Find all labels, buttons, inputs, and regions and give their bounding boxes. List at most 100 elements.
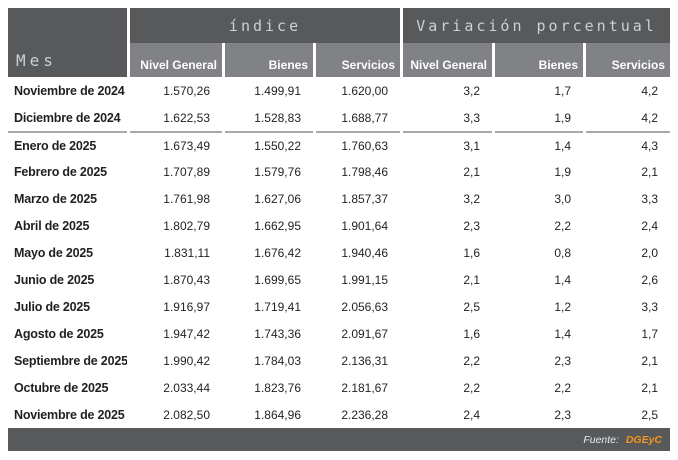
variation-value: 2,5 [463, 299, 481, 314]
index-value: 2.136,31 [341, 353, 389, 368]
variation-value: 2,3 [554, 353, 572, 368]
variation-value: 3,0 [554, 191, 572, 206]
index-value: 2.091,67 [341, 326, 389, 341]
month-label: Octubre de 2025 [14, 380, 109, 395]
table-row: Septiembre de 2025 1.990,42 1.784,03 2.136,… [8, 347, 670, 374]
variation-value: 4,2 [641, 83, 659, 98]
variation-value: 2,2 [554, 218, 572, 233]
index-value: 1.699,65 [254, 272, 301, 287]
variation-value: 2,1 [463, 164, 481, 179]
variation-value: 2,0 [641, 245, 659, 260]
column-header-indice-servicios: Servicios [316, 43, 401, 77]
variation-value: 4,3 [586, 131, 671, 158]
index-value: 1.990,42 [163, 353, 210, 368]
month-label: Junio de 2025 [14, 272, 95, 287]
variation-value: 3,2 [463, 191, 481, 206]
variation-value: 1,9 [554, 110, 572, 125]
source-bar: Fuente: DGEyC [8, 428, 671, 451]
month-label: Agosto de 2025 [14, 326, 104, 341]
variation-value: 2,5 [641, 407, 659, 422]
column-header-indice-nivel-general: Nivel General [130, 43, 222, 77]
table-row: Junio de 2025 1.870,43 1.699,65 1.991,15 2,1… [8, 266, 670, 293]
variation-value: 1,4 [554, 326, 572, 341]
index-value: 1.528,83 [254, 110, 301, 125]
variation-value: 1,7 [554, 83, 572, 98]
variation-value: 0,8 [554, 245, 572, 260]
table-row: Enero de 2025 1.673,49 1.550,22 1.760,63 3,1… [8, 131, 671, 158]
index-value: 1.743,36 [254, 326, 301, 341]
variation-value: 2,4 [463, 407, 481, 422]
month-label: Enero de 2025 [8, 131, 127, 158]
index-value: 1.662,95 [254, 218, 301, 233]
variation-value: 2,2 [554, 380, 572, 395]
table-row: Octubre de 2025 2.033,44 1.823,76 2.181,67 2… [8, 374, 670, 401]
variation-value: 2,3 [554, 407, 572, 422]
index-value: 1.802,79 [163, 218, 210, 233]
price-index-table: Mes índice Variación porcentual Nivel Ge… [5, 8, 673, 451]
table-row: Mayo de 2025 1.831,11 1.676,42 1.940,46 1,6 0… [8, 239, 670, 266]
variation-value: 3,3 [641, 299, 659, 314]
variation-value: 1,2 [554, 299, 572, 314]
index-value: 1.940,46 [341, 245, 389, 260]
column-header-variacion-bienes: Bienes [495, 43, 584, 77]
variation-value: 2,1 [641, 353, 659, 368]
variation-value: 1,7 [641, 326, 659, 341]
index-value: 1.760,63 [316, 131, 401, 158]
variation-value: 3,3 [641, 191, 659, 206]
variation-value: 4,2 [641, 110, 659, 125]
index-value: 1.570,26 [163, 83, 210, 98]
index-value: 2.056,63 [341, 299, 389, 314]
index-value: 1.991,15 [341, 272, 389, 287]
variation-value: 2,1 [641, 380, 659, 395]
column-header-indice-bienes: Bienes [225, 43, 313, 77]
month-label: Febrero de 2025 [14, 164, 107, 179]
table-row: Noviembre de 2024 1.570,26 1.499,91 1.620,0… [8, 77, 670, 104]
month-label: Septiembre de 2025 [14, 353, 127, 368]
variation-value: 2,2 [463, 353, 481, 368]
month-label: Julio de 2025 [14, 299, 90, 314]
variation-value: 1,9 [554, 164, 572, 179]
column-group-variacion-porcentual: Variación porcentual [403, 8, 671, 43]
header-group-row: Mes índice Variación porcentual [8, 8, 671, 77]
variation-value: 3,2 [463, 83, 481, 98]
table-body: Noviembre de 2024 1.570,26 1.499,91 1.620,0… [8, 77, 671, 428]
index-value: 1.550,22 [225, 131, 313, 158]
index-value: 1.676,42 [254, 245, 301, 260]
index-value: 1.688,77 [341, 110, 389, 125]
column-header-variacion-nivel-general: Nivel General [403, 43, 493, 77]
index-value: 1.823,76 [254, 380, 301, 395]
month-label: Noviembre de 2024 [14, 83, 125, 98]
variation-value: 1,6 [463, 245, 481, 260]
variation-value: 1,4 [554, 272, 572, 287]
variation-value: 1,6 [463, 326, 481, 341]
source-name: DGEyC [625, 433, 663, 446]
index-value: 1.579,76 [254, 164, 301, 179]
table-row: Agosto de 2025 1.947,42 1.743,36 2.091,67 1,… [8, 320, 670, 347]
index-value: 1.798,46 [341, 164, 389, 179]
index-value: 1.707,89 [163, 164, 210, 179]
month-label: Noviembre de 2025 [14, 407, 125, 422]
index-value: 1.947,42 [163, 326, 210, 341]
index-value: 2.236,28 [341, 407, 389, 422]
variation-value: 2,2 [463, 380, 481, 395]
variation-value: 2,1 [463, 272, 481, 287]
index-value: 1.761,98 [163, 191, 210, 206]
column-header-mes: Mes [8, 8, 127, 77]
table-row: Diciembre de 2024 1.622,53 1.528,83 1.688,7… [8, 104, 670, 131]
variation-value: 2,6 [641, 272, 659, 287]
month-label: Abril de 2025 [14, 218, 90, 233]
source-label: Fuente: [583, 433, 619, 446]
index-value: 1.673,49 [130, 131, 222, 158]
variation-value: 3,1 [403, 131, 493, 158]
index-value: 2.181,67 [341, 380, 389, 395]
index-value: 1.831,11 [164, 245, 210, 260]
index-value: 1.864,96 [254, 407, 301, 422]
month-label: Marzo de 2025 [14, 191, 97, 206]
index-value: 1.857,37 [341, 191, 389, 206]
index-value: 1.916,97 [163, 299, 210, 314]
month-label: Diciembre de 2024 [14, 110, 121, 125]
index-value: 2.082,50 [163, 407, 210, 422]
index-value: 1.620,00 [341, 83, 389, 98]
index-value: 1.901,64 [341, 218, 389, 233]
header-sub-row: Nivel General Bienes Servicios Nivel Gen… [8, 43, 671, 77]
